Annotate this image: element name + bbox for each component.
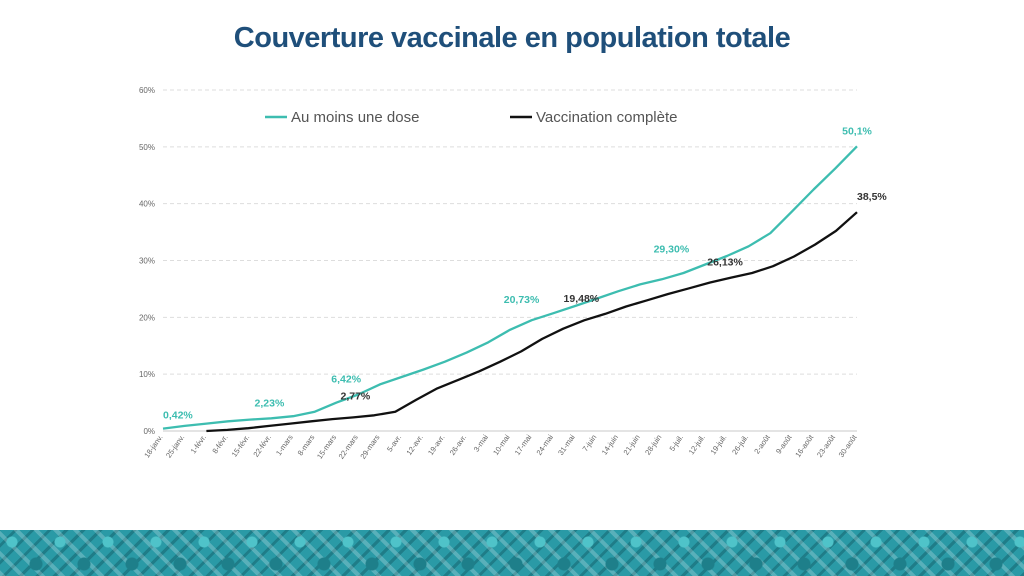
x-tick-label: 26-juil. — [730, 433, 750, 456]
x-tick-label: 12-avr. — [404, 433, 425, 457]
x-tick-label: 15-mars — [315, 433, 338, 461]
chart-title: Couverture vaccinale en population total… — [233, 22, 791, 54]
data-label: 19,48% — [564, 293, 600, 305]
x-tick-label: 9-août — [774, 432, 794, 455]
x-tick-label: 22-févr. — [251, 433, 273, 459]
data-label: 6,42% — [331, 374, 361, 386]
x-tick-label: 15-févr. — [230, 433, 252, 459]
x-tick-label: 17-mai — [513, 433, 534, 457]
data-label: 2,77% — [340, 390, 370, 402]
x-tick-label: 28-juin — [643, 433, 663, 457]
y-tick-label: 0% — [143, 427, 155, 436]
data-label: 50,1% — [842, 125, 872, 137]
x-tick-label: 18-janv. — [142, 433, 164, 460]
x-tick-label: 23-août — [815, 432, 837, 459]
x-tick-label: 19-avr. — [426, 433, 447, 457]
x-tick-label: 26-avr. — [448, 433, 469, 457]
y-tick-label: 20% — [139, 313, 155, 322]
y-tick-label: 60% — [139, 86, 155, 95]
x-tick-label: 31-mai — [556, 433, 577, 457]
x-tick-label: 16-août — [793, 432, 815, 459]
x-tick-label: 1-mars — [274, 433, 295, 457]
x-tick-label: 8-mars — [296, 433, 317, 457]
x-tick-label: 30-août — [837, 432, 859, 459]
x-tick-label: 25-janv. — [164, 433, 186, 460]
x-tick-label: 5-avr. — [385, 433, 403, 454]
series-line-au-moins-une-dose — [162, 145, 858, 430]
data-label: 0,42% — [163, 410, 193, 422]
data-label: 38,5% — [857, 191, 887, 203]
y-tick-label: 10% — [139, 370, 155, 379]
x-tick-label: 19-juil. — [708, 433, 728, 456]
data-label: 26,13% — [707, 257, 743, 269]
y-tick-label: 30% — [139, 257, 155, 266]
decorative-footer-pattern — [0, 530, 1024, 576]
x-tick-label: 12-juil. — [687, 433, 707, 456]
x-tick-label: 5-juil. — [667, 433, 685, 453]
line-chart: 0% 10% 20% 30% 40% 50% 60% 18-janv. 25-janv. 1-fé… — [139, 86, 887, 461]
x-tick-label: 2-août — [752, 432, 772, 455]
x-tick-label: 1-févr. — [189, 433, 208, 455]
x-tick-label: 14-juin — [600, 433, 620, 457]
data-label: 20,73% — [504, 294, 540, 306]
legend-label: Au moins une dose — [291, 109, 419, 126]
series-line-vaccination-complete — [206, 211, 858, 433]
x-tick-label: 21-juin — [621, 433, 641, 457]
data-label: 2,23% — [255, 397, 285, 409]
y-tick-label: 40% — [139, 200, 155, 209]
y-tick-label: 50% — [139, 143, 155, 152]
x-tick-label: 22-mars — [337, 433, 360, 461]
x-tick-label: 8-févr. — [210, 433, 229, 455]
legend-label: Vaccination complète — [536, 109, 677, 126]
x-tick-label: 3-mai — [472, 433, 490, 454]
x-tick-label: 10-mai — [491, 433, 512, 457]
x-tick-label: 24-mai — [534, 433, 555, 457]
x-tick-label: 29-mars — [358, 433, 381, 461]
data-label: 29,30% — [654, 243, 690, 255]
x-tick-label: 7-juin — [580, 433, 598, 453]
